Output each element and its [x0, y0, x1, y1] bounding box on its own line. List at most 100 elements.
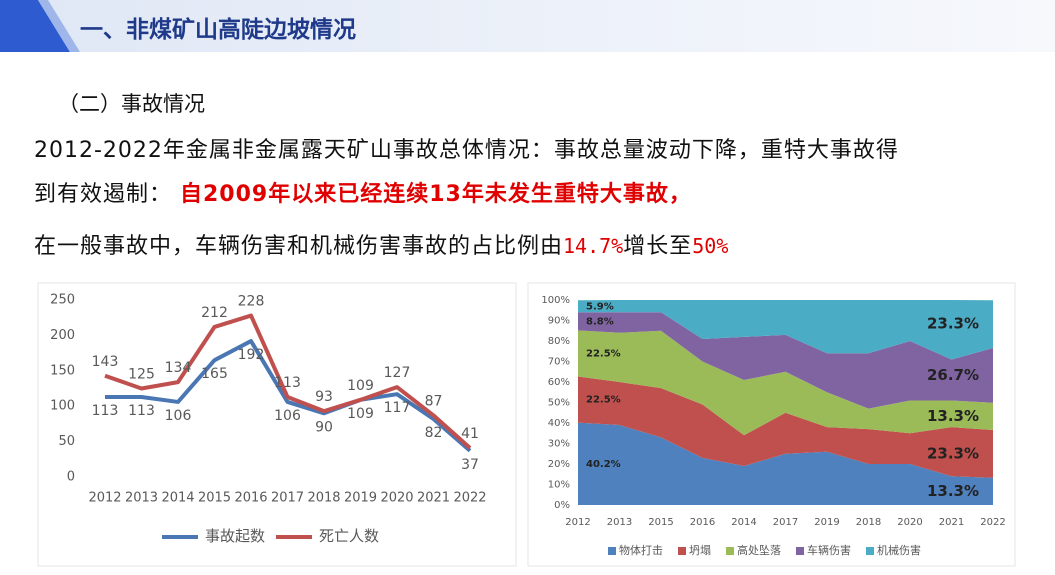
x-tick-label: 2016	[690, 517, 715, 528]
legend-label: 高处坠落	[737, 543, 781, 557]
data-label: 13.3%	[927, 482, 979, 500]
y-tick-label: 50%	[548, 398, 570, 409]
data-label: 13.3%	[927, 407, 979, 425]
legend-swatch	[726, 547, 734, 555]
data-label: 165	[201, 366, 228, 382]
data-label: 113	[274, 375, 301, 391]
data-label: 87	[425, 393, 443, 409]
legend-label: 机械伤害	[877, 543, 921, 557]
data-label: 113	[92, 403, 119, 419]
data-label: 5.9%	[586, 301, 614, 312]
data-label: 125	[128, 367, 155, 383]
text-run: 到有效遏制：	[34, 182, 180, 207]
data-label: 90	[315, 419, 333, 435]
x-tick-label: 2021	[417, 491, 450, 506]
data-label: 106	[165, 408, 192, 424]
text-run: 自2009年以来已经连续13年未发生重特大事故，	[180, 182, 692, 207]
data-label: 212	[201, 305, 228, 321]
x-tick-label: 2015	[198, 491, 231, 506]
x-tick-label: 2013	[125, 491, 158, 506]
data-label: 37	[461, 457, 479, 473]
x-tick-label: 2016	[234, 491, 267, 506]
data-label: 41	[461, 426, 479, 442]
data-label: 109	[347, 406, 374, 422]
text-run: 50%	[692, 234, 729, 258]
data-label: 8.8%	[586, 316, 614, 327]
area-series	[578, 330, 993, 436]
text-line: 到有效遏制： 自2009年以来已经连续13年未发生重特大事故，	[34, 176, 692, 208]
data-label: 127	[384, 365, 411, 381]
legend-swatch	[608, 547, 616, 555]
text-run: 增长至	[623, 234, 693, 259]
y-tick-label: 90%	[548, 316, 570, 327]
header-bar: 一、非煤矿山高陡边坡情况	[0, 0, 1055, 52]
legend-swatch	[678, 547, 686, 555]
data-label: 117	[384, 400, 411, 416]
y-tick-label: 0%	[554, 500, 570, 511]
y-tick-label: 0	[67, 470, 75, 485]
legend-swatch	[866, 547, 874, 555]
y-tick-label: 250	[50, 293, 75, 308]
x-tick-label: 2013	[607, 517, 632, 528]
data-label: 192	[238, 347, 265, 363]
data-label: 106	[274, 408, 301, 424]
y-tick-label: 60%	[548, 377, 570, 388]
x-tick-label: 2020	[380, 491, 413, 506]
data-label: 113	[128, 403, 155, 419]
line-series	[105, 339, 472, 453]
x-tick-label: 2012	[565, 517, 590, 528]
legend-label: 死亡人数	[319, 527, 379, 545]
data-label: 23.3%	[927, 315, 979, 333]
y-tick-label: 100	[50, 399, 75, 414]
data-label: 40.2%	[586, 459, 621, 470]
x-tick-label: 2020	[897, 517, 922, 528]
y-tick-label: 30%	[548, 439, 570, 450]
y-tick-label: 100%	[541, 295, 570, 306]
text-run: 在一般事故中，车辆伤害和机械伤害事故的占比例由	[34, 234, 564, 259]
text-run: 14.7%	[563, 234, 624, 258]
area-series	[578, 376, 993, 478]
x-tick-label: 2012	[88, 491, 121, 506]
x-tick-label: 2019	[814, 517, 839, 528]
x-tick-label: 2014	[731, 517, 756, 528]
x-tick-label: 2019	[344, 491, 377, 506]
data-label: 93	[315, 389, 333, 405]
data-label: 82	[425, 425, 443, 441]
y-tick-label: 50	[58, 434, 75, 449]
data-label: 26.7%	[927, 366, 979, 384]
x-tick-label: 2021	[939, 517, 964, 528]
y-tick-label: 10%	[548, 480, 570, 491]
area-series	[578, 422, 993, 505]
x-tick-label: 2017	[271, 491, 304, 506]
x-tick-label: 2015	[648, 517, 673, 528]
text-run: 2012-2022年金属非金属露天矿山事故总体情况：事故总量波动下降，重特大事故…	[34, 138, 899, 163]
x-tick-label: 2014	[161, 491, 194, 506]
subheading: （二）事故情况	[58, 92, 205, 116]
data-label: 134	[165, 360, 192, 376]
y-tick-label: 150	[50, 363, 75, 378]
x-tick-label: 2017	[773, 517, 798, 528]
legend-label: 物体打击	[619, 543, 663, 557]
header-title: 一、非煤矿山高陡边坡情况	[80, 17, 356, 43]
y-tick-label: 20%	[548, 459, 570, 470]
legend-label: 事故起数	[205, 527, 265, 545]
y-tick-label: 200	[50, 328, 75, 343]
data-label: 228	[238, 294, 265, 310]
text-line: 在一般事故中，车辆伤害和机械伤害事故的占比例由14.7%增长至50%	[34, 228, 728, 260]
data-label: 22.5%	[586, 395, 621, 406]
y-tick-label: 80%	[548, 336, 570, 347]
legend-label: 车辆伤害	[807, 543, 851, 557]
legend-label: 坍塌	[689, 543, 711, 557]
x-tick-label: 2018	[307, 491, 340, 506]
x-tick-label: 2018	[856, 517, 881, 528]
data-label: 23.3%	[927, 444, 979, 462]
y-tick-label: 40%	[548, 418, 570, 429]
data-label: 22.5%	[586, 348, 621, 359]
header-decoration	[0, 0, 80, 52]
x-tick-label: 2022	[980, 517, 1005, 528]
text-line: 2012-2022年金属非金属露天矿山事故总体情况：事故总量波动下降，重特大事故…	[34, 132, 899, 164]
legend-swatch	[796, 547, 804, 555]
chart-frame	[37, 282, 517, 567]
